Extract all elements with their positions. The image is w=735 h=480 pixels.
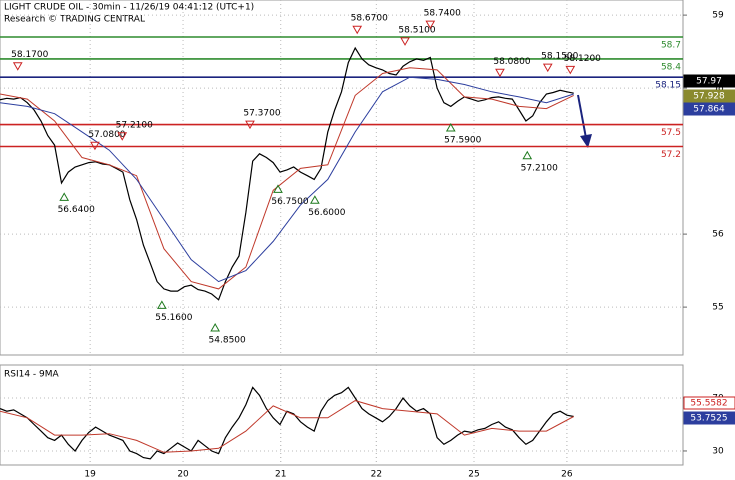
price-frame <box>0 0 684 356</box>
x-tick-label: 22 <box>371 470 382 480</box>
high-label: 58.7400 <box>424 9 461 19</box>
low-marker <box>445 123 456 132</box>
y-tick-label: 55 <box>712 303 723 313</box>
level-label: 58.7 <box>661 41 681 51</box>
chart-title: LIGHT CRUDE OIL - 30min - 11/26/19 04:41… <box>4 3 254 13</box>
y-tick-label: 30 <box>712 446 724 456</box>
x-tick-label: 20 <box>177 470 189 480</box>
value-tag <box>683 89 735 103</box>
high-marker <box>12 62 23 71</box>
high-marker <box>400 37 410 46</box>
low-marker <box>522 150 533 160</box>
value-tag <box>683 74 735 88</box>
high-marker <box>425 20 436 30</box>
x-tick-label: 25 <box>468 470 479 480</box>
low-label: 56.7500 <box>271 197 308 207</box>
price-line <box>0 46 574 301</box>
x-tick-label: 19 <box>84 470 96 480</box>
high-marker <box>495 68 505 78</box>
rsi-frame <box>0 364 684 466</box>
fast-ma-line <box>0 67 574 290</box>
level-label: 57.5 <box>661 128 681 138</box>
high-label: 57.0800 <box>88 130 125 140</box>
low-marker <box>157 300 167 309</box>
high-marker <box>117 132 128 141</box>
high-label: 57.2100 <box>116 120 153 130</box>
rsi-title: RSI14 - 9MA <box>4 370 60 380</box>
x-tick-label: 26 <box>561 470 573 480</box>
low-marker <box>210 323 221 332</box>
value-tag-label: 57.928 <box>693 92 725 102</box>
forecast-arrowhead <box>580 134 592 148</box>
rsi-line <box>0 386 574 460</box>
value-tag-label: 55.5582 <box>690 399 727 409</box>
y-tick-label: 59 <box>712 11 724 21</box>
x-tick-label: 21 <box>275 470 286 480</box>
high-label: 58.1700 <box>11 50 48 60</box>
value-tag <box>683 102 735 116</box>
slow-ma-line <box>0 76 574 283</box>
level-label: 58.4 <box>661 62 681 72</box>
high-marker <box>565 65 576 75</box>
high-label: 58.5100 <box>398 25 435 35</box>
value-tag-label: 53.7525 <box>690 414 727 424</box>
level-label: 57.2 <box>661 150 681 160</box>
y-tick-label: 56 <box>712 230 724 240</box>
value-tag-label: 57.864 <box>693 105 725 115</box>
rsi-ma-line <box>0 400 574 453</box>
low-marker <box>310 195 320 204</box>
high-label: 58.0800 <box>493 57 530 67</box>
low-label: 57.5900 <box>444 136 481 146</box>
high-label: 58.1200 <box>564 54 601 64</box>
value-tag <box>683 411 735 425</box>
high-marker <box>542 63 553 73</box>
high-marker <box>245 120 255 130</box>
high-label: 57.3700 <box>243 109 280 119</box>
low-label: 55.1600 <box>155 313 192 323</box>
low-label: 57.2100 <box>521 163 558 173</box>
high-label: 58.1500 <box>541 52 578 62</box>
high-label: 58.6700 <box>351 14 388 24</box>
level-label: 58.15 <box>655 81 681 91</box>
forecast-arrow <box>577 94 587 139</box>
low-marker <box>273 184 283 193</box>
low-label: 56.6000 <box>308 208 345 218</box>
low-label: 56.6400 <box>58 205 95 215</box>
high-marker <box>90 141 100 151</box>
low-label: 54.8500 <box>209 336 246 346</box>
value-tag-label: 57.97 <box>696 77 722 87</box>
y-tick-label: 58 <box>712 84 724 94</box>
value-tag <box>683 396 735 410</box>
high-marker <box>352 25 363 35</box>
chart-subtitle: Research © TRADING CENTRAL <box>4 15 145 25</box>
low-marker <box>59 192 70 201</box>
